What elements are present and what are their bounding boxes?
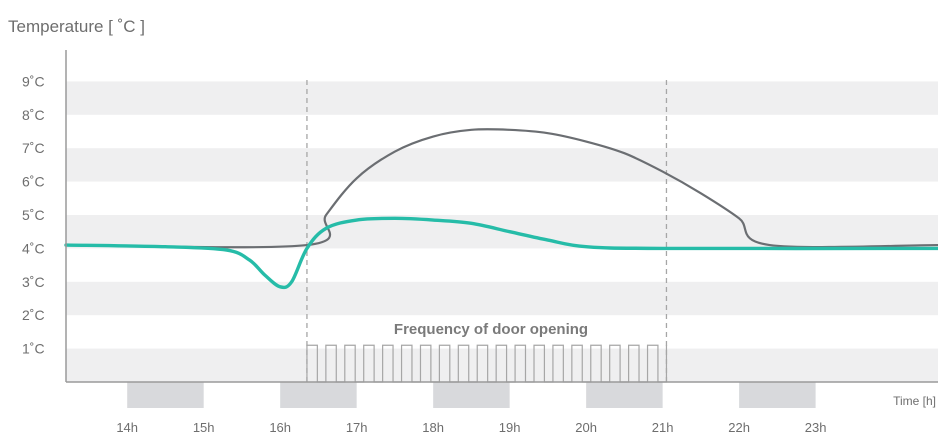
x-tick-label: 15h [193,420,215,434]
y-tick-label: 2˚C [22,307,45,323]
x-tick-label: 19h [499,420,521,434]
x-tick-label: 21h [652,420,674,434]
y-tick-label: 6˚C [22,174,45,190]
x-tick-label: 20h [575,420,597,434]
background-bands [66,81,938,382]
tick-labels: 1˚C 2˚C 3˚C 4˚C 5˚C 6˚C 7˚C 8˚C 9˚C 14h 15h 16h 17h 1… [22,73,826,434]
x-tick-label: 16h [269,420,291,434]
x-tick-label: 14h [116,420,138,434]
band [66,81,938,115]
series-line-1 [64,128,938,249]
y-tick-label: 3˚C [22,274,45,290]
y-tick-label: 4˚C [22,240,45,256]
band [66,215,938,249]
band [66,281,938,316]
y-tick-label: 9˚C [22,73,45,89]
hour-block [280,382,357,408]
hour-block [586,382,663,408]
y-tick-label: 7˚C [22,140,45,156]
x-tick-label: 17h [346,420,368,434]
hour-block [739,382,816,408]
x-axis-label: Time [h] [893,394,936,408]
y-tick-label: 5˚C [22,207,45,223]
series-lines [64,128,938,290]
y-axis-label: Temperature [ ˚C ] [8,17,145,36]
axes [65,50,938,383]
y-tick-label: 8˚C [22,107,45,123]
x-tick-label: 18h [422,420,444,434]
x-tick-label: 22h [728,420,750,434]
band [66,348,938,382]
hour-block [433,382,510,408]
door-frequency-label: Frequency of door opening [394,321,588,338]
x-tick-label: 23h [805,420,827,434]
hour-blocks [127,382,816,408]
band [66,148,938,182]
series-line-2 [64,216,938,290]
y-tick-label: 1˚C [22,341,45,357]
hour-block [127,382,204,408]
